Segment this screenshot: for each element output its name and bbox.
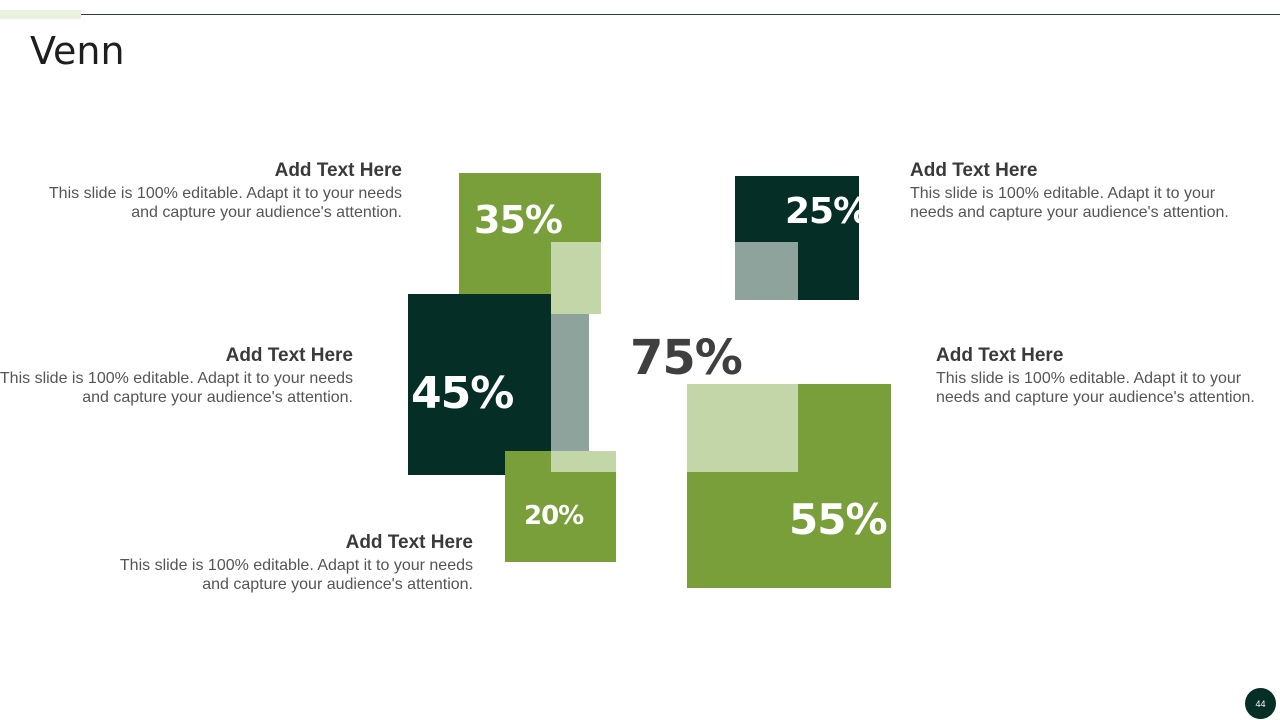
slide-title: Venn: [30, 29, 125, 73]
overlap-25-gray: [735, 242, 798, 300]
percent-55-label: 55%: [789, 495, 888, 544]
text-block-bottom-left: Add Text Here This slide is 100% editabl…: [113, 531, 473, 594]
top-accent-bar: [0, 10, 81, 19]
text-block-heading: Add Text Here: [345, 532, 473, 553]
text-block-heading: Add Text Here: [910, 160, 1038, 181]
text-block-heading: Add Text Here: [225, 345, 353, 366]
overlap-45-center-gray: [551, 314, 589, 451]
text-block-mid-left: Add Text Here This slide is 100% editabl…: [0, 344, 353, 407]
percent-25-label: 25%: [785, 191, 869, 232]
overlap-35-45-light: [551, 242, 601, 314]
percent-35-label: 35%: [474, 198, 563, 242]
top-divider-line: [81, 14, 1280, 15]
page-number-badge: 44: [1245, 688, 1276, 719]
text-block-mid-right: Add Text Here This slide is 100% editabl…: [936, 344, 1276, 407]
text-block-top-right: Add Text Here This slide is 100% editabl…: [910, 159, 1250, 222]
text-block-heading: Add Text Here: [936, 345, 1064, 366]
text-block-heading: Add Text Here: [274, 160, 402, 181]
text-block-body: This slide is 100% editable. Adapt it to…: [119, 557, 473, 593]
text-block-top-left: Add Text Here This slide is 100% editabl…: [42, 159, 402, 222]
text-block-body: This slide is 100% editable. Adapt it to…: [910, 185, 1229, 221]
text-block-body: This slide is 100% editable. Adapt it to…: [0, 370, 353, 406]
text-block-body: This slide is 100% editable. Adapt it to…: [936, 370, 1255, 406]
text-block-body: This slide is 100% editable. Adapt it to…: [48, 185, 402, 221]
overlap-55-light: [687, 384, 798, 472]
percent-45-label: 45%: [411, 368, 514, 419]
overlap-45-20-light: [551, 451, 616, 472]
center-percent-75-label: 75%: [630, 330, 743, 386]
percent-20-label: 20%: [524, 501, 584, 531]
